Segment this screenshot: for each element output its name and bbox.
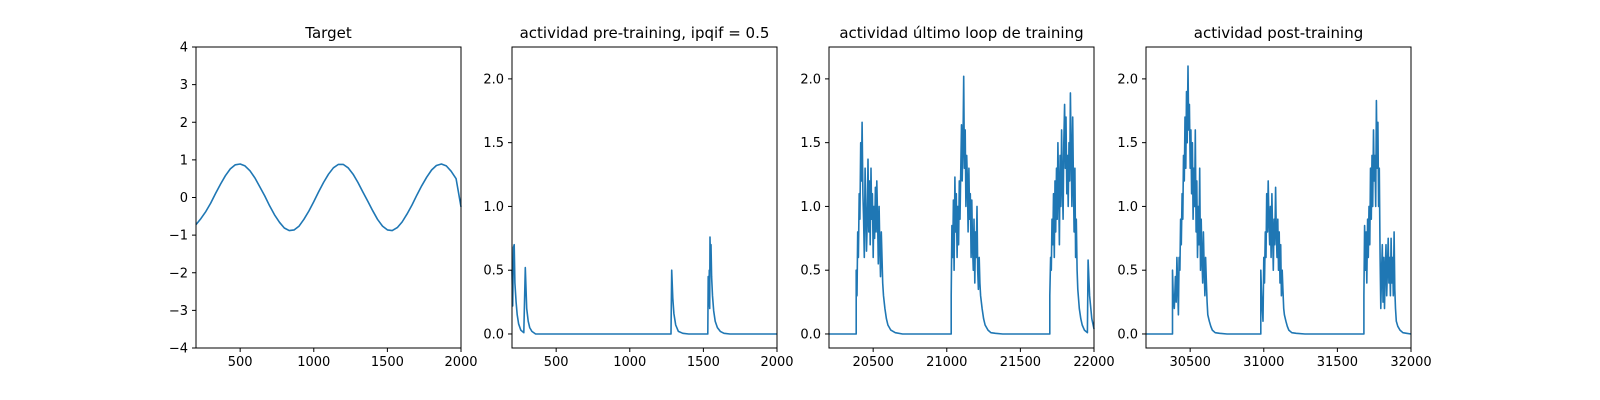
y-tick-label: 1.5 [483, 136, 504, 151]
x-tick-label: 2000 [444, 355, 477, 370]
panel-last-training-loop: actividad último loop de training 20500 2… [800, 24, 1114, 370]
panel-post-training: actividad post-training 30500 31000 31500 3… [1117, 24, 1431, 370]
axes-frame [828, 46, 1095, 349]
y-tick-label: −1 [169, 229, 188, 244]
series-line [1146, 65, 1412, 335]
y-tick-label: 0.0 [1117, 327, 1138, 342]
y-tick-label: −4 [169, 342, 188, 357]
y-tick-label: 2.0 [800, 72, 821, 87]
panel-title: actividad pre-training, ipqif = 0.5 [520, 24, 770, 42]
y-tick-label: 0.5 [800, 264, 821, 279]
y-tick-label: −3 [169, 304, 188, 319]
y-tick-label: 0.0 [483, 327, 504, 342]
series-line [195, 163, 462, 232]
y-tick-label: 2.0 [1117, 72, 1138, 87]
y-tick-label: 0 [180, 191, 188, 206]
x-tick-label: 20500 [852, 355, 893, 370]
y-tick-label: 3 [180, 78, 188, 93]
panel-title: Target [304, 24, 352, 42]
x-tick-label: 31500 [1317, 355, 1358, 370]
x-tick-label: 1500 [687, 355, 720, 370]
y-tick-label: 1.0 [483, 200, 504, 215]
x-tick-label: 32000 [1390, 355, 1431, 370]
panel-title: actividad post-training [1194, 24, 1363, 42]
x-tick-label: 1000 [613, 355, 646, 370]
series-line [829, 75, 1095, 335]
y-tick-label: 1.5 [1117, 136, 1138, 151]
x-tick-label: 30500 [1169, 355, 1210, 370]
y-tick-label: 2 [180, 116, 188, 131]
y-tick-label: 2.0 [483, 72, 504, 87]
x-tick-label: 1000 [297, 355, 330, 370]
x-tick-label: 500 [228, 355, 253, 370]
y-tick-label: 0.0 [800, 327, 821, 342]
x-tick-label: 21000 [926, 355, 967, 370]
panel-target: Target 500 1000 1500 2000 −4 −3 −2 −1 0 1 2 3 4 [169, 24, 478, 370]
x-tick-label: 31000 [1243, 355, 1284, 370]
y-tick-label: 0.5 [1117, 264, 1138, 279]
y-tick-label: 1.5 [800, 136, 821, 151]
panel-pre-training: actividad pre-training, ipqif = 0.5 500 1… [483, 24, 793, 370]
y-tick-label: 4 [180, 41, 188, 56]
series-line [511, 236, 777, 335]
x-tick-label: 21500 [1000, 355, 1041, 370]
x-tick-label: 500 [544, 355, 569, 370]
x-tick-label: 22000 [1073, 355, 1114, 370]
x-tick-label: 1500 [371, 355, 404, 370]
x-tick-label: 2000 [760, 355, 793, 370]
axes-frame [1145, 46, 1412, 349]
axes-frame [511, 46, 778, 349]
y-tick-label: 1 [180, 153, 188, 168]
y-tick-label: 1.0 [1117, 200, 1138, 215]
y-tick-label: 1.0 [800, 200, 821, 215]
y-tick-label: −2 [169, 266, 188, 281]
panel-title: actividad último loop de training [839, 24, 1083, 42]
y-tick-label: 0.5 [483, 264, 504, 279]
